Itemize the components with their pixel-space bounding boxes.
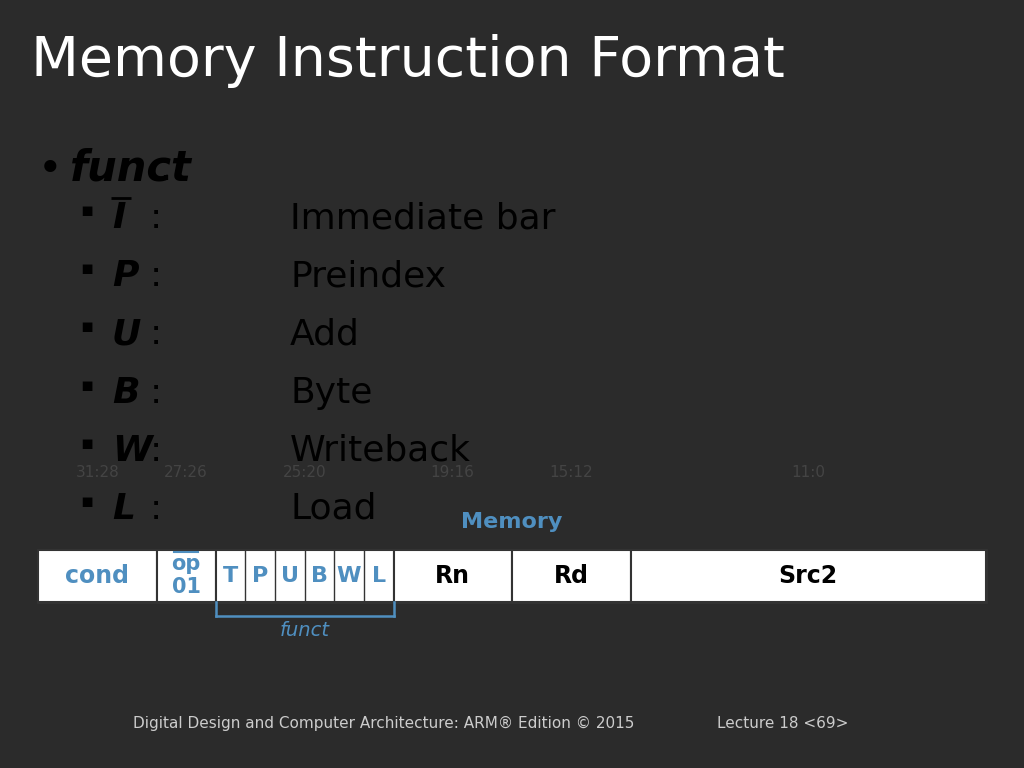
Text: :: : [150, 317, 162, 352]
Text: ▪: ▪ [80, 201, 93, 220]
Bar [38, 550, 986, 601]
Text: L: L [372, 565, 386, 586]
Text: :: : [158, 147, 172, 190]
Text: P: P [252, 565, 268, 586]
Text: ▪: ▪ [80, 492, 93, 511]
Text: :: : [150, 492, 162, 525]
Text: :: : [150, 201, 162, 236]
Text: W: W [337, 565, 361, 586]
Text: 27:26: 27:26 [164, 465, 208, 479]
Text: ▪: ▪ [80, 376, 93, 395]
Bar [631, 550, 986, 601]
Text: B: B [112, 376, 139, 409]
Text: Load: Load [290, 492, 377, 525]
Text: 15:12: 15:12 [550, 465, 593, 479]
Text: Rn: Rn [435, 564, 470, 588]
Text: Memory: Memory [462, 511, 562, 531]
Bar [38, 550, 157, 601]
Text: Rd: Rd [554, 564, 589, 588]
Text: 19:16: 19:16 [431, 465, 475, 479]
Text: 01: 01 [172, 577, 201, 597]
Bar [393, 550, 512, 601]
Text: ▪: ▪ [80, 434, 93, 452]
Text: 25:20: 25:20 [283, 465, 327, 479]
Text: 11:0: 11:0 [792, 465, 825, 479]
Bar [157, 550, 216, 601]
Text: Add: Add [290, 317, 359, 352]
Text: Digital Design and Computer Architecture: ARM® Edition © 2015: Digital Design and Computer Architecture… [133, 717, 635, 731]
Text: :: : [150, 434, 162, 468]
Text: cond: cond [66, 564, 129, 588]
Text: •: • [38, 150, 62, 191]
Text: Preindex: Preindex [290, 260, 446, 293]
Bar [216, 550, 393, 601]
Text: ▪: ▪ [80, 260, 93, 279]
Text: W: W [112, 434, 152, 468]
Text: funct: funct [70, 147, 191, 190]
Text: P: P [112, 260, 138, 293]
Text: :: : [150, 376, 162, 409]
Text: op: op [171, 554, 201, 574]
Text: 31:28: 31:28 [76, 465, 119, 479]
Text: I: I [112, 201, 126, 236]
Text: Byte: Byte [290, 376, 373, 409]
Text: U: U [112, 317, 141, 352]
Text: B: B [311, 565, 328, 586]
Text: :: : [150, 260, 162, 293]
Text: Immediate bar: Immediate bar [290, 201, 555, 236]
Text: ▪: ▪ [80, 317, 93, 336]
Text: Writeback: Writeback [290, 434, 471, 468]
Text: Memory Instruction Format: Memory Instruction Format [31, 35, 784, 88]
Text: Src2: Src2 [778, 564, 838, 588]
Text: Lecture 18 <69>: Lecture 18 <69> [717, 717, 848, 731]
Bar [512, 550, 631, 601]
Text: U: U [281, 565, 299, 586]
Text: L: L [112, 492, 135, 525]
Text: funct: funct [280, 621, 330, 640]
Text: T: T [223, 565, 239, 586]
